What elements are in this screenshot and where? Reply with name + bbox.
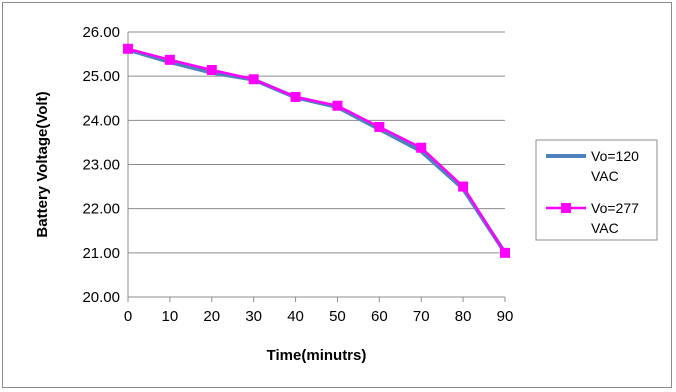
grid-lines — [128, 31, 505, 254]
data-point-marker — [123, 43, 133, 54]
data-point-marker — [248, 74, 259, 85]
x-tick-label: 10 — [162, 308, 179, 325]
x-tick-label: 60 — [371, 308, 388, 325]
data-point-marker — [332, 100, 343, 111]
y-tick-labels: 20.00 21.00 22.00 23.00 24.00 25.00 26.00 — [82, 24, 120, 306]
data-point-marker — [290, 91, 301, 102]
x-tick-label: 40 — [287, 308, 304, 325]
y-tick-label: 20.00 — [82, 289, 120, 306]
data-point-marker — [458, 181, 469, 192]
x-tick-labels: 0 10 20 30 40 50 60 70 80 90 — [124, 308, 514, 325]
x-axis-title: Time(minutrs) — [267, 347, 367, 364]
y-tick-label: 25.00 — [82, 68, 120, 85]
data-point-marker — [500, 247, 510, 258]
legend: Vo=120 VAC Vo=277 VAC — [535, 139, 658, 241]
y-tick-label: 26.00 — [82, 24, 120, 41]
data-point-marker — [374, 121, 385, 132]
x-tick-label: 70 — [413, 308, 430, 325]
series-line-1 — [127, 47, 507, 254]
x-tick-label: 50 — [329, 308, 346, 325]
y-tick-label: 23.00 — [82, 157, 120, 174]
x-tick-label: 20 — [203, 308, 220, 325]
y-tick-label: 24.00 — [82, 112, 120, 129]
x-tick-label: 0 — [124, 308, 132, 325]
x-tick-label: 80 — [455, 308, 472, 325]
series-line-2 — [127, 47, 507, 254]
x-tick-label: 90 — [497, 308, 514, 325]
axes — [127, 32, 506, 302]
y-tick-label: 21.00 — [82, 245, 120, 262]
x-tick-label: 30 — [245, 308, 262, 325]
legend-label: VAC — [591, 220, 619, 236]
y-axis-title: Battery Voltage(Volt) — [34, 91, 51, 237]
legend-label: Vo=120 — [591, 148, 639, 164]
y-tick-label: 22.00 — [82, 201, 120, 218]
data-point-marker — [206, 64, 217, 75]
legend-label: Vo=277 — [591, 200, 639, 216]
legend-label: VAC — [591, 168, 619, 184]
data-point-marker — [164, 54, 175, 65]
data-point-marker — [416, 142, 427, 153]
series-group — [123, 43, 510, 258]
legend-marker — [561, 203, 571, 213]
